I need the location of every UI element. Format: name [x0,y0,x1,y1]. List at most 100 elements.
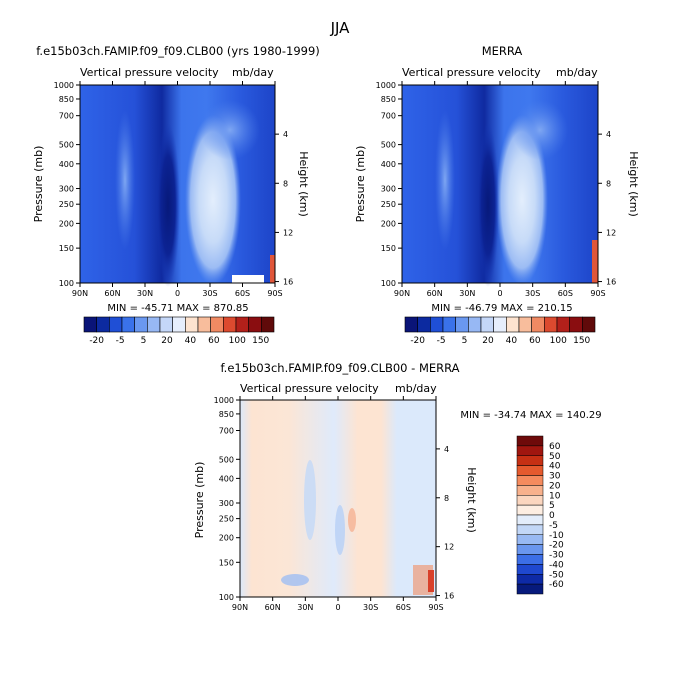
field-pos-strong [428,570,434,592]
x-tick-label: 0 [497,289,502,298]
colorbar-label: 20 [161,336,173,346]
colorbar-swatch [516,504,544,516]
colorbar-label: 10 [549,491,561,501]
y2-tick-label: 8 [606,179,611,188]
colorbar-label: 40 [506,336,518,346]
x-tick-label: 60N [265,603,281,612]
axes-panel-2: 90N 60N 30N 0 30S 60S 90S 100 150 200 250 300 400 500… [376,81,616,298]
panel-units: mb/day [232,66,274,79]
y2-tick-label: 8 [444,494,449,503]
colorbar-swatch [248,316,262,333]
panel-title: MERRA [482,44,523,58]
x-tick-label: 90N [394,289,410,298]
y-axis-label: Pressure (mb) [193,462,206,539]
colorbar-label: -20 [89,336,104,346]
y2-tick-label: 16 [444,592,454,601]
colorbar-swatch [516,514,544,526]
colorbar-label: -5 [116,336,125,346]
x-tick-label: 0 [175,289,180,298]
y-tick-label: 300 [381,185,396,194]
colorbar-label: -5 [549,521,558,531]
plot-area [239,399,437,598]
y-tick-label: 250 [59,200,74,209]
colorbar-swatch [147,316,161,333]
colorbar-label: 100 [550,336,567,346]
colorbar-swatch [516,583,544,595]
colorbar-label: 5 [462,336,468,346]
colorbar: -20 -5 5 20 40 60 100 150 [404,316,596,346]
panel-units: mb/day [556,66,598,79]
panel-model: f.e15b03ch.FAMIP.f09_f09.CLB00 (yrs 1980… [32,44,320,346]
stats-label: MIN = -46.79 MAX = 210.15 [431,303,572,314]
y2-tick-label: 8 [283,179,288,188]
y-tick-label: 200 [219,534,234,543]
x-tick-label: 30S [202,289,217,298]
axes-panel-1: 90N 60N 30N 0 30S 60S 90S 100 150 200 250 300 400 500… [54,81,293,298]
colorbar-label: 60 [208,336,220,346]
colorbar-swatch [197,316,211,333]
panel-difference: f.e15b03ch.FAMIP.f09_f09.CLB00 - MERRA V… [193,361,602,598]
colorbar-swatch [430,316,444,333]
field-neg-patch [335,505,345,555]
axes-panel-3: 90N 60N 30N 0 30S 60S 90S 100 150 200 250 300 400 500… [214,396,454,612]
field-mid-band [435,110,455,250]
y-tick-label: 200 [381,219,396,228]
y-tick-label: 300 [219,499,234,508]
y2-axis-label: Height (km) [627,151,640,217]
colorbar-label: -20 [410,336,425,346]
y-tick-label: 850 [381,95,396,104]
colorbar-label: 100 [229,336,246,346]
colorbar-swatch [516,564,544,575]
colorbar-label: 5 [141,336,147,346]
colorbar-swatch [159,316,173,333]
colorbar-swatch [516,485,544,496]
colorbar-swatch [442,316,456,333]
x-tick-label: 60N [104,289,120,298]
y-tick-label: 400 [381,160,396,169]
y2-axis-label: Height (km) [297,151,310,217]
colorbar-swatch [544,316,558,333]
colorbar-swatch [109,316,123,333]
x-tick-label: 30N [459,289,475,298]
colorbar-label: 40 [185,336,197,346]
x-tick-label: 30S [363,603,378,612]
colorbar-label: -5 [437,336,446,346]
colorbar-swatch [223,316,237,333]
colorbar-swatch [516,554,544,565]
y-tick-label: 100 [381,279,396,288]
colorbar-swatch [96,316,110,333]
field-missing [232,275,264,283]
y2-axis-label: Height (km) [465,467,478,533]
colorbar-label: 30 [549,472,561,482]
x-tick-label: 90S [267,289,282,298]
colorbar-swatch [417,316,431,333]
y-tick-label: 500 [381,141,396,150]
y2-tick-label: 12 [283,228,293,237]
x-tick-label: 60S [558,289,573,298]
plot-area [79,84,276,287]
colorbar-swatch [516,455,544,466]
y-tick-label: 400 [59,160,74,169]
panel-subtitle: Vertical pressure velocity [240,382,379,395]
y-tick-label: 700 [59,112,74,121]
field-pos-patch [348,508,356,532]
colorbar-swatch [531,316,545,333]
colorbar-label: 5 [549,501,555,511]
x-tick-label: 30N [297,603,313,612]
x-tick-label: 90N [232,603,248,612]
panel-subtitle: Vertical pressure velocity [402,66,541,79]
y2-tick-label: 12 [606,228,616,237]
y-axis-label: Pressure (mb) [32,146,45,223]
colorbar-label: -50 [549,570,564,580]
field-dark-core [477,123,499,287]
field-positive [592,240,598,283]
plot-area [401,84,599,287]
colorbar-swatch [582,316,596,333]
field-mid-band [115,110,135,250]
colorbar-swatch [121,316,135,333]
panel-title: f.e15b03ch.FAMIP.f09_f09.CLB00 - MERRA [220,361,459,375]
panel-title: f.e15b03ch.FAMIP.f09_f09.CLB00 (yrs 1980… [36,44,320,58]
y-tick-label: 250 [381,200,396,209]
colorbar-swatch [172,316,186,333]
